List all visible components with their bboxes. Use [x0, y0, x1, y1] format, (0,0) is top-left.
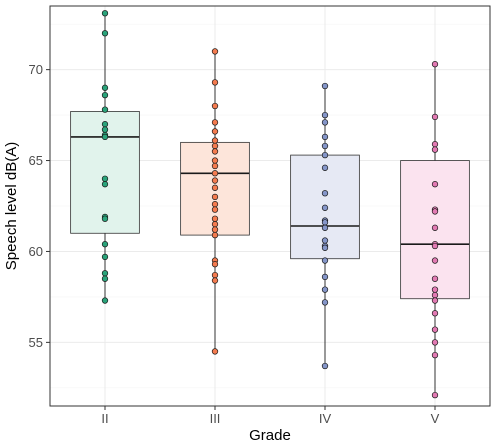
data-point — [431, 208, 439, 215]
data-point — [321, 190, 329, 197]
data-point — [211, 102, 219, 110]
y-tick-label: 60 — [29, 244, 43, 259]
x-axis-title: Grade — [249, 427, 291, 444]
data-point — [211, 128, 219, 135]
data-point — [101, 30, 109, 37]
data-point — [211, 277, 219, 284]
data-point — [101, 241, 109, 248]
data-point — [321, 133, 329, 141]
data-point — [431, 181, 439, 188]
y-axis-title: Speech level dB(A) — [3, 142, 20, 270]
data-point — [211, 148, 219, 155]
data-point — [211, 261, 219, 268]
data-point — [431, 61, 439, 68]
data-point — [321, 257, 329, 264]
data-point — [211, 221, 219, 228]
data-point — [101, 106, 109, 113]
data-point — [211, 119, 219, 126]
data-point — [321, 142, 329, 150]
data-point — [101, 126, 109, 133]
data-point — [321, 82, 329, 90]
data-point — [101, 275, 109, 282]
point-layer — [101, 10, 439, 399]
data-point — [431, 275, 439, 282]
data-point — [431, 242, 439, 250]
data-point — [321, 273, 329, 281]
data-point — [321, 151, 329, 159]
data-point — [211, 162, 219, 170]
x-tick-label: II — [101, 411, 108, 426]
data-point — [101, 121, 109, 128]
data-point — [431, 297, 439, 304]
x-tick-label: IV — [319, 411, 332, 426]
data-point — [101, 91, 109, 99]
plot-border — [49, 5, 491, 407]
data-point — [101, 84, 109, 91]
data-point — [211, 201, 219, 208]
x-tick-label: III — [210, 411, 221, 426]
data-point — [321, 204, 329, 211]
data-point — [211, 231, 219, 239]
data-point — [211, 193, 219, 201]
y-tick-label: 70 — [29, 62, 43, 77]
data-point — [431, 391, 439, 399]
data-point — [101, 133, 109, 141]
x-tick-label: V — [431, 411, 440, 426]
data-point — [321, 299, 329, 306]
data-point — [431, 291, 439, 299]
data-point — [211, 142, 219, 150]
data-point — [321, 244, 329, 251]
data-point — [321, 362, 329, 370]
data-point — [211, 157, 219, 164]
data-point — [321, 286, 329, 293]
data-point — [321, 164, 329, 171]
y-tick-label: 65 — [29, 153, 43, 168]
data-point — [321, 224, 329, 231]
data-point — [211, 48, 219, 55]
data-point — [431, 326, 439, 333]
data-point — [211, 215, 219, 222]
data-point — [211, 348, 219, 355]
data-point — [431, 146, 439, 153]
data-point — [321, 237, 329, 244]
data-point — [101, 215, 109, 222]
data-point — [321, 111, 329, 119]
data-point — [211, 184, 219, 191]
data-point — [431, 286, 439, 293]
data-point — [321, 119, 329, 126]
data-point — [321, 219, 329, 226]
data-point — [211, 271, 219, 279]
data-point — [431, 224, 439, 231]
data-point — [431, 113, 439, 121]
data-point — [101, 10, 109, 17]
data-point — [211, 226, 219, 233]
data-point — [101, 253, 109, 261]
data-point — [101, 175, 109, 182]
data-point — [101, 297, 109, 304]
data-point — [431, 310, 439, 317]
data-point — [211, 79, 219, 86]
data-point — [211, 177, 219, 184]
data-point — [211, 170, 219, 177]
data-point — [211, 206, 219, 213]
data-point — [431, 339, 439, 346]
data-point — [101, 181, 109, 188]
data-point — [431, 351, 439, 359]
data-point — [211, 137, 219, 144]
data-point — [431, 141, 439, 148]
data-point — [101, 270, 109, 277]
y-tick-label: 55 — [29, 335, 43, 350]
data-point — [431, 257, 439, 264]
